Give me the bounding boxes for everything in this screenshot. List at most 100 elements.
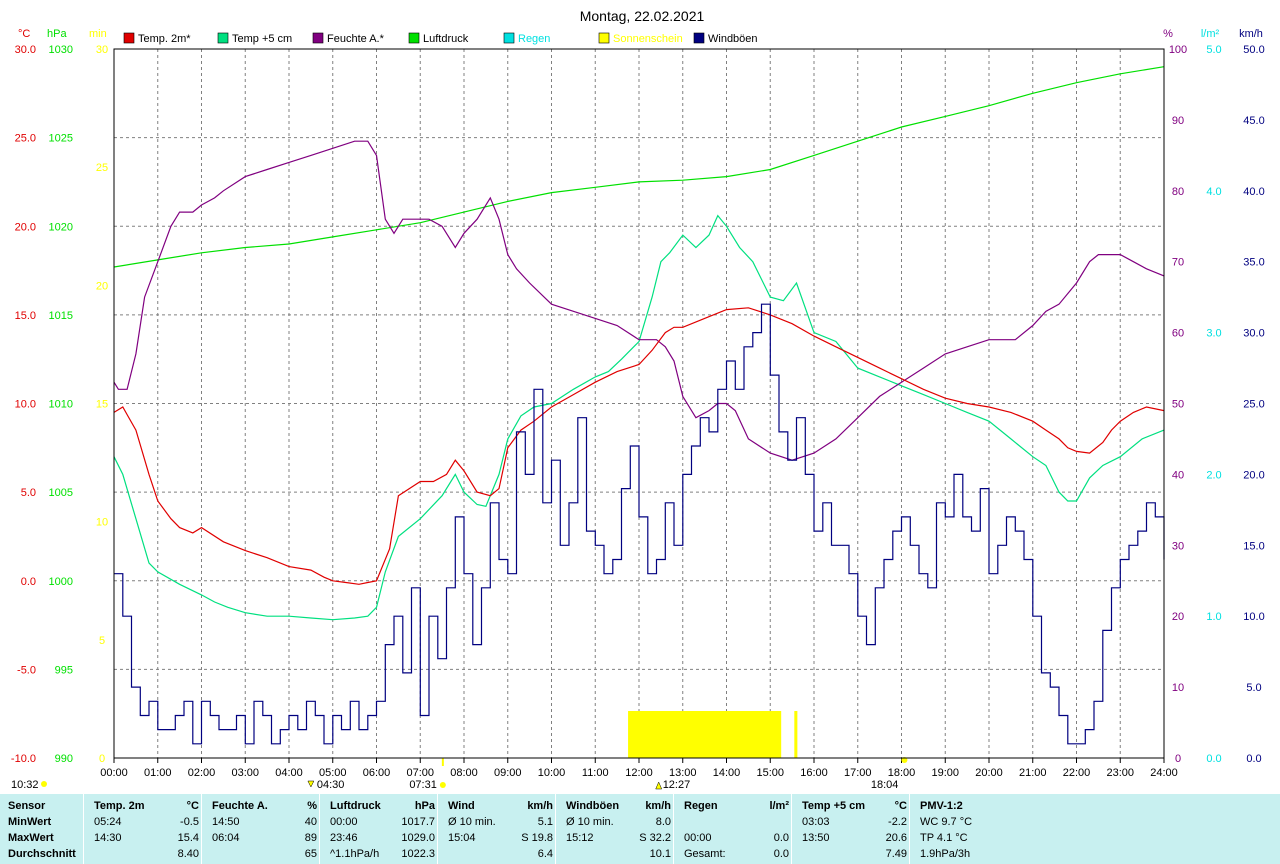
sun-axis-tick-label: 30: [96, 44, 108, 56]
sunrise-time: 07:31: [409, 779, 437, 791]
x-tick-label: 03:00: [231, 767, 259, 779]
stats-column-divider: [673, 794, 674, 864]
stats-cell-value: 20.6: [885, 832, 907, 844]
current-time: 10:32: [11, 779, 39, 791]
wind-axis-tick-label: 15.0: [1243, 540, 1264, 552]
rain-axis-tick-label: 4.0: [1206, 186, 1221, 198]
x-tick-label: 05:00: [319, 767, 347, 779]
stats-cell-value: 65: [304, 848, 317, 860]
humidity-axis-tick-label: 10: [1172, 682, 1184, 694]
x-tick-label: 06:00: [363, 767, 391, 779]
stats-cell-value: 5.1: [537, 816, 553, 828]
temp-axis-unit: °C: [18, 28, 30, 40]
legend-label: Temp. 2m*: [138, 33, 191, 45]
pressure-axis-tick-label: 1015: [49, 310, 73, 322]
stats-cell-label: 13:50: [802, 832, 830, 844]
stats-column-unit: %: [307, 800, 317, 812]
temp-axis-tick-label: 15.0: [15, 310, 36, 322]
stats-column-divider: [555, 794, 556, 864]
stats-cell-label: 1.9hPa/3h: [920, 848, 971, 860]
stats-cell-label: Ø 10 min.: [566, 816, 614, 828]
stats-column-unit: hPa: [414, 800, 435, 812]
stats-column-header: Regen: [684, 800, 718, 812]
stats-cell-label: 00:00: [330, 816, 358, 828]
rain-axis-tick-label: 5.0: [1206, 44, 1221, 56]
rain-axis-tick-label: 3.0: [1206, 328, 1221, 340]
x-tick-label: 16:00: [800, 767, 828, 779]
wind-axis-tick-label: 20.0: [1243, 469, 1264, 481]
legend-label: Windböen: [708, 33, 758, 45]
wind-axis-tick-label: 40.0: [1243, 186, 1264, 198]
wind-axis-tick-label: 50.0: [1243, 44, 1264, 56]
stats-cell-label: TP 4.1 °C: [920, 832, 968, 844]
x-tick-label: 21:00: [1019, 767, 1047, 779]
stats-cell-label: 14:30: [94, 832, 122, 844]
x-tick-label: 24:00: [1150, 767, 1178, 779]
stats-cell-value: S 32.2: [639, 832, 671, 844]
sun-axis-tick-label: 0: [99, 753, 105, 765]
x-tick-label: 08:00: [450, 767, 478, 779]
legend-label: Regen: [518, 33, 550, 45]
temp-axis-tick-label: 30.0: [15, 44, 36, 56]
humidity-axis-tick-label: 60: [1172, 328, 1184, 340]
series-line-feuchte-a-: [113, 140, 1165, 461]
series-line-windb-en: [114, 303, 1165, 745]
temp-axis-tick-label: 25.0: [15, 133, 36, 145]
sunrise-icon: [439, 782, 446, 788]
left-axes: 30.025.020.015.010.05.00.0-5.0-10.010301…: [11, 28, 108, 765]
sunshine-bars: [628, 711, 798, 758]
stats-column-divider: [437, 794, 438, 864]
stats-cell-value: -0.5: [180, 816, 199, 828]
x-tick-label: 09:00: [494, 767, 522, 779]
stats-column-unit: °C: [186, 800, 199, 812]
legend-label: Luftdruck: [423, 33, 469, 45]
min-time-label: 04:30: [317, 779, 345, 791]
legend: Temp. 2m* Temp +5 cm Feuchte A.* Luftdruck R…: [123, 32, 758, 45]
temp-axis-tick-label: 10.0: [15, 399, 36, 411]
stats-column-unit: km/h: [645, 800, 671, 812]
x-tick-label: 18:00: [888, 767, 916, 779]
sun-axis-tick-label: 20: [96, 280, 108, 292]
x-tick-label: 14:00: [713, 767, 741, 779]
weather-chart: Montag, 22.02.2021 Temp. 2m* Temp +5 cm Fe…: [10, 8, 1265, 791]
stats-column-unit: km/h: [527, 800, 553, 812]
wind-axis-tick-label: 10.0: [1243, 611, 1264, 623]
series-line-temp-5-cm: [113, 214, 1165, 621]
x-tick-label: 20:00: [975, 767, 1003, 779]
temp-axis-tick-label: -5.0: [17, 664, 36, 676]
stats-cell-label: 15:04: [448, 832, 476, 844]
stats-row-label: Durchschnitt: [8, 848, 76, 860]
x-tick-label: 22:00: [1063, 767, 1091, 779]
temp-axis-tick-label: 20.0: [15, 221, 36, 233]
stats-cell-label: 14:50: [212, 816, 240, 828]
stats-cell-value: 0.0: [773, 848, 789, 860]
x-axis: 00:00 01:00 02:00 03:00 04:00 05:00 06:00 07:00…: [100, 758, 1178, 779]
stats-cell-value: 1017.7: [401, 816, 435, 828]
series-line-temp-2m-: [113, 307, 1165, 585]
x-tick-label: 01:00: [144, 767, 172, 779]
x-tick-label: 15:00: [756, 767, 784, 779]
pressure-axis-unit: hPa: [47, 28, 67, 40]
wind-axis-tick-label: 45.0: [1243, 115, 1264, 127]
legend-label: Temp +5 cm: [232, 33, 292, 45]
stats-row-label: MinWert: [8, 816, 52, 828]
right-axes: 10090807060504030201005.04.03.02.01.00.0…: [1163, 28, 1265, 765]
pressure-axis-tick-label: 1005: [49, 487, 73, 499]
sun-axis-tick-label: 5: [99, 635, 105, 647]
stats-column-header: Temp. 2m: [94, 800, 145, 812]
humidity-axis-tick-label: 40: [1172, 469, 1184, 481]
stats-cell-value: 7.49: [885, 848, 907, 860]
wind-axis-tick-label: 0.0: [1246, 753, 1261, 765]
stats-cell-label: 03:03: [802, 816, 830, 828]
wind-axis-tick-label: 25.0: [1243, 399, 1264, 411]
legend-swatch: [598, 32, 610, 44]
stats-column-unit: °C: [894, 800, 907, 812]
temp-axis-tick-label: 0.0: [21, 576, 36, 588]
stats-cell-label: 05:24: [94, 816, 122, 828]
humidity-axis-tick-label: 0: [1175, 753, 1181, 765]
x-tick-label: 07:00: [406, 767, 434, 779]
stats-cell-value: 0.0: [773, 832, 789, 844]
x-tick-label: 02:00: [188, 767, 216, 779]
stats-cell-value: 1029.0: [401, 832, 435, 844]
rain-axis-unit: l/m²: [1201, 28, 1220, 40]
